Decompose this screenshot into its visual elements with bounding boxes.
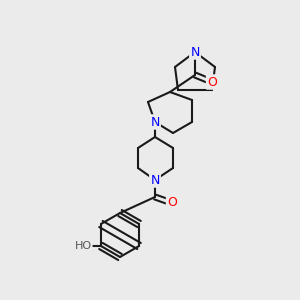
Text: N: N bbox=[150, 116, 160, 128]
Text: N: N bbox=[190, 46, 200, 59]
Text: O: O bbox=[167, 196, 177, 209]
Text: HO: HO bbox=[74, 241, 92, 251]
Text: N: N bbox=[150, 173, 160, 187]
Text: O: O bbox=[207, 76, 217, 88]
